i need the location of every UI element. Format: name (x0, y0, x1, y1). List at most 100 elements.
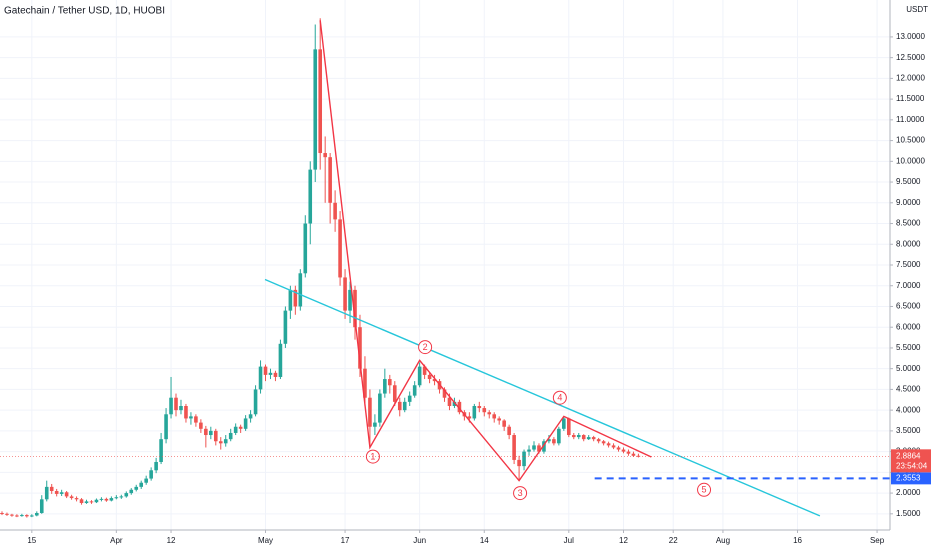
candle-body (397, 401, 402, 411)
grid (0, 0, 890, 530)
candle-body (30, 515, 34, 517)
y-tick-label: 11.0000 (896, 115, 925, 124)
candle-body (253, 389, 258, 415)
x-tick-label: 15 (27, 536, 36, 545)
candle-body (507, 426, 511, 436)
candle-body (114, 497, 119, 499)
y-tick-label: 9.5000 (896, 177, 921, 186)
y-tick-label: 11.5000 (896, 94, 925, 103)
candle-body (109, 498, 114, 501)
y-tick-label: 10.0000 (896, 156, 925, 165)
candle-body (139, 482, 144, 487)
candle-body (596, 439, 601, 442)
candle-body (517, 459, 521, 467)
wave-label: 4 (557, 393, 562, 403)
candle-body (159, 439, 163, 462)
candle-body (169, 397, 173, 415)
candle-body (452, 401, 457, 407)
candle-body (383, 379, 387, 394)
candle-body (228, 432, 233, 440)
y-tick-label: 8.5000 (896, 219, 921, 228)
candle-body (223, 439, 228, 444)
currency: USDT (906, 5, 928, 14)
candle-body (532, 445, 536, 450)
candle-body (149, 470, 153, 479)
wave-label-circle (418, 340, 433, 355)
y-tick-label: 12.0000 (896, 73, 925, 82)
candle-body (571, 435, 576, 438)
candle-body (303, 223, 308, 274)
candle-body (293, 289, 298, 307)
y-tick-label: 6.0000 (896, 322, 921, 331)
wave-label: 3 (518, 488, 523, 498)
candle-body (213, 430, 218, 442)
x-tick-label: Jul (564, 536, 574, 545)
candle-body (552, 439, 556, 444)
candle-body (576, 435, 581, 438)
axes: 1.50002.00002.50003.00003.50004.00004.50… (27, 32, 931, 545)
x-tick-label: Apr (110, 536, 123, 545)
level-tag-label: 2.3553 (896, 473, 921, 482)
candle-body (154, 461, 158, 471)
candle-body (44, 486, 49, 500)
candle-body (427, 374, 432, 380)
candle-body (363, 368, 367, 398)
x-tick-label: May (258, 536, 273, 545)
candle-body (591, 437, 596, 440)
candle-body (467, 416, 472, 419)
candle-body (378, 393, 382, 423)
candle-body (497, 418, 501, 421)
candle-body (79, 499, 84, 504)
candle-body (492, 414, 497, 419)
wave-label: 2 (423, 342, 428, 352)
candle-body (248, 414, 253, 419)
candle-body (626, 451, 631, 454)
candle-body (373, 422, 377, 427)
x-tick-label: 16 (793, 536, 802, 545)
candle-body (298, 273, 303, 307)
last-price-label: 2.8864 (896, 451, 921, 460)
y-tick-label: 8.0000 (896, 239, 921, 248)
x-tick-label: 22 (669, 536, 678, 545)
candle-body (119, 496, 124, 498)
candle-body (164, 414, 168, 440)
candle-body (392, 385, 397, 402)
candle-body (94, 499, 99, 503)
candle-body (348, 289, 352, 311)
y-tick-label: 1.5000 (896, 509, 921, 518)
candle-body (636, 455, 641, 457)
candle-body (129, 489, 134, 494)
candle-body (99, 498, 104, 500)
y-tick-label: 2.0000 (896, 488, 921, 497)
y-tick-label: 5.0000 (896, 364, 921, 373)
candle-body (417, 366, 422, 386)
last-price-tag (891, 449, 931, 473)
candle-body (586, 437, 591, 440)
candle-body (283, 310, 288, 344)
candle-body (233, 426, 238, 433)
wave-label-circle (513, 486, 528, 501)
y-tick-label: 9.0000 (896, 198, 921, 207)
pattern-line (319, 20, 652, 482)
candle-body (268, 372, 273, 375)
candle-body (457, 401, 462, 413)
candle-body (547, 439, 551, 442)
candle-body (263, 366, 268, 375)
candle-body (89, 501, 94, 503)
candle-body (567, 418, 571, 436)
candle-body (542, 441, 546, 452)
y-tick-label: 12.5000 (896, 53, 925, 62)
candle-body (59, 492, 64, 494)
candle-body (358, 327, 362, 369)
candle-body (482, 408, 487, 413)
candle-body (338, 219, 342, 278)
y-tick-label: 10.5000 (896, 136, 925, 145)
candle-body (174, 397, 178, 411)
candle-body (562, 418, 566, 429)
y-tick-label: 13.0000 (896, 32, 925, 41)
y-tick-label: 3.5000 (896, 426, 921, 435)
x-tick-label: 14 (480, 536, 489, 545)
candle-body (25, 515, 29, 517)
candle-body (472, 406, 477, 419)
